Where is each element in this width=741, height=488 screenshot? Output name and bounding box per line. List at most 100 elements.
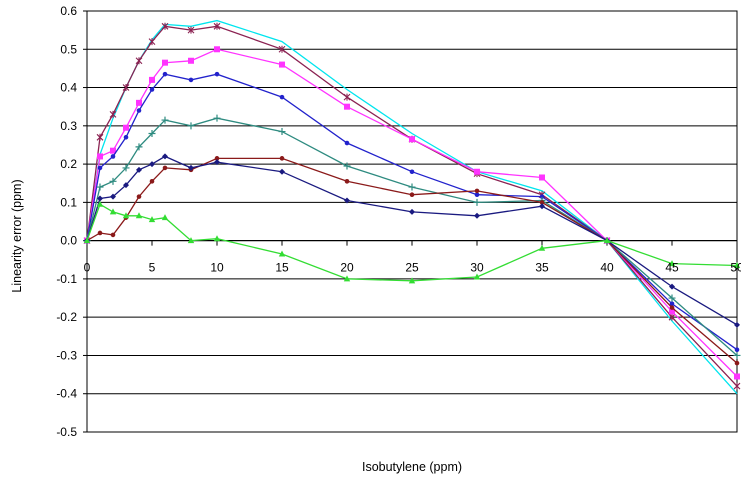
x-tick-label: 20 — [340, 261, 354, 275]
x-tick-label: 30 — [470, 261, 484, 275]
data-point — [188, 57, 194, 64]
data-point — [473, 273, 481, 280]
data-point — [408, 183, 416, 191]
data-point — [148, 38, 156, 46]
y-tick-label: 0.4 — [60, 81, 77, 95]
data-point — [539, 203, 545, 210]
data-point — [162, 71, 168, 77]
data-point — [162, 165, 168, 171]
y-tick-label: 0.5 — [60, 42, 77, 56]
x-tick-label: 0 — [84, 261, 91, 275]
data-point — [161, 214, 169, 221]
data-point — [149, 161, 155, 168]
x-tick-label: 15 — [275, 261, 289, 275]
x-tick-label: 40 — [600, 261, 614, 275]
plot-area-border — [86, 10, 738, 433]
tick-labels: 0.6 0.5 0.4 0.3 0.2 0.1 0.0 -0.1 -0.2 -0.3 -0.4 -0.… — [56, 4, 741, 439]
data-point — [162, 153, 168, 160]
data-point — [409, 169, 415, 175]
data-point — [123, 124, 129, 131]
data-point — [213, 22, 221, 30]
data-point — [213, 235, 221, 242]
data-point — [149, 76, 155, 83]
y-tick-label: -0.3 — [56, 348, 77, 362]
y-axis-title: Linearity error (ppm) — [10, 179, 24, 292]
data-point — [135, 57, 143, 65]
data-point — [187, 26, 195, 34]
data-point — [214, 46, 220, 53]
x-tick-label: 25 — [405, 261, 419, 275]
data-point — [188, 77, 194, 83]
data-point — [97, 153, 103, 160]
data-point — [162, 59, 168, 66]
x-tick-label: 50 — [730, 261, 741, 275]
data-point — [733, 351, 741, 359]
data-point — [539, 174, 545, 181]
data-point — [149, 87, 155, 92]
data-point — [279, 156, 285, 161]
data-point — [278, 45, 286, 53]
y-tick-label: -0.4 — [56, 387, 77, 401]
data-point — [122, 164, 130, 172]
x-tick-label: 5 — [149, 261, 156, 275]
data-point — [668, 260, 676, 267]
data-point — [214, 159, 220, 166]
data-point — [668, 294, 676, 302]
data-point — [279, 94, 285, 100]
y-tick-label: 0.3 — [60, 119, 77, 133]
data-point — [213, 114, 221, 122]
data-point — [474, 192, 480, 198]
data-point — [110, 154, 116, 159]
data-point — [343, 162, 351, 170]
data-point — [110, 232, 116, 238]
gridlines — [87, 10, 737, 433]
data-point — [343, 93, 351, 101]
data-point — [733, 262, 741, 269]
data-point — [109, 177, 117, 185]
data-point — [96, 200, 104, 207]
data-point — [669, 308, 675, 315]
data-point — [409, 136, 415, 143]
y-tick-label: 0.2 — [60, 157, 77, 171]
series-5 — [83, 114, 741, 359]
data-point — [474, 212, 480, 219]
data-point — [409, 208, 415, 215]
data-point — [473, 198, 481, 206]
data-point — [409, 192, 415, 198]
data-point — [96, 133, 104, 141]
data-point — [148, 216, 156, 223]
data-point — [109, 110, 117, 118]
data-point — [123, 182, 129, 189]
data-point — [122, 84, 130, 92]
data-point — [669, 301, 675, 307]
data-point — [136, 194, 142, 199]
data-point — [734, 373, 740, 380]
data-point — [214, 71, 220, 77]
data-point — [188, 164, 194, 171]
series-1 — [86, 19, 738, 395]
x-tick-label: 45 — [665, 261, 679, 275]
x-tick-label: 35 — [535, 261, 549, 275]
data-point — [96, 183, 104, 191]
data-point — [161, 116, 169, 124]
data-point — [474, 168, 480, 175]
data-point — [539, 200, 545, 205]
data-point — [187, 237, 195, 244]
data-point — [538, 244, 546, 251]
data-point — [136, 99, 142, 106]
series-line — [86, 117, 738, 356]
data-point — [136, 166, 142, 173]
data-point — [109, 208, 117, 215]
y-tick-label: -0.1 — [56, 272, 77, 286]
data-point — [110, 193, 116, 200]
data-point — [344, 179, 350, 184]
data-point — [408, 277, 416, 284]
data-point — [668, 313, 676, 321]
series-8 — [83, 200, 741, 284]
data-point — [136, 108, 142, 113]
data-point — [214, 156, 220, 161]
data-point — [148, 129, 156, 137]
data-point — [734, 347, 740, 353]
data-point — [278, 128, 286, 136]
y-tick-label: 0.0 — [60, 234, 77, 248]
